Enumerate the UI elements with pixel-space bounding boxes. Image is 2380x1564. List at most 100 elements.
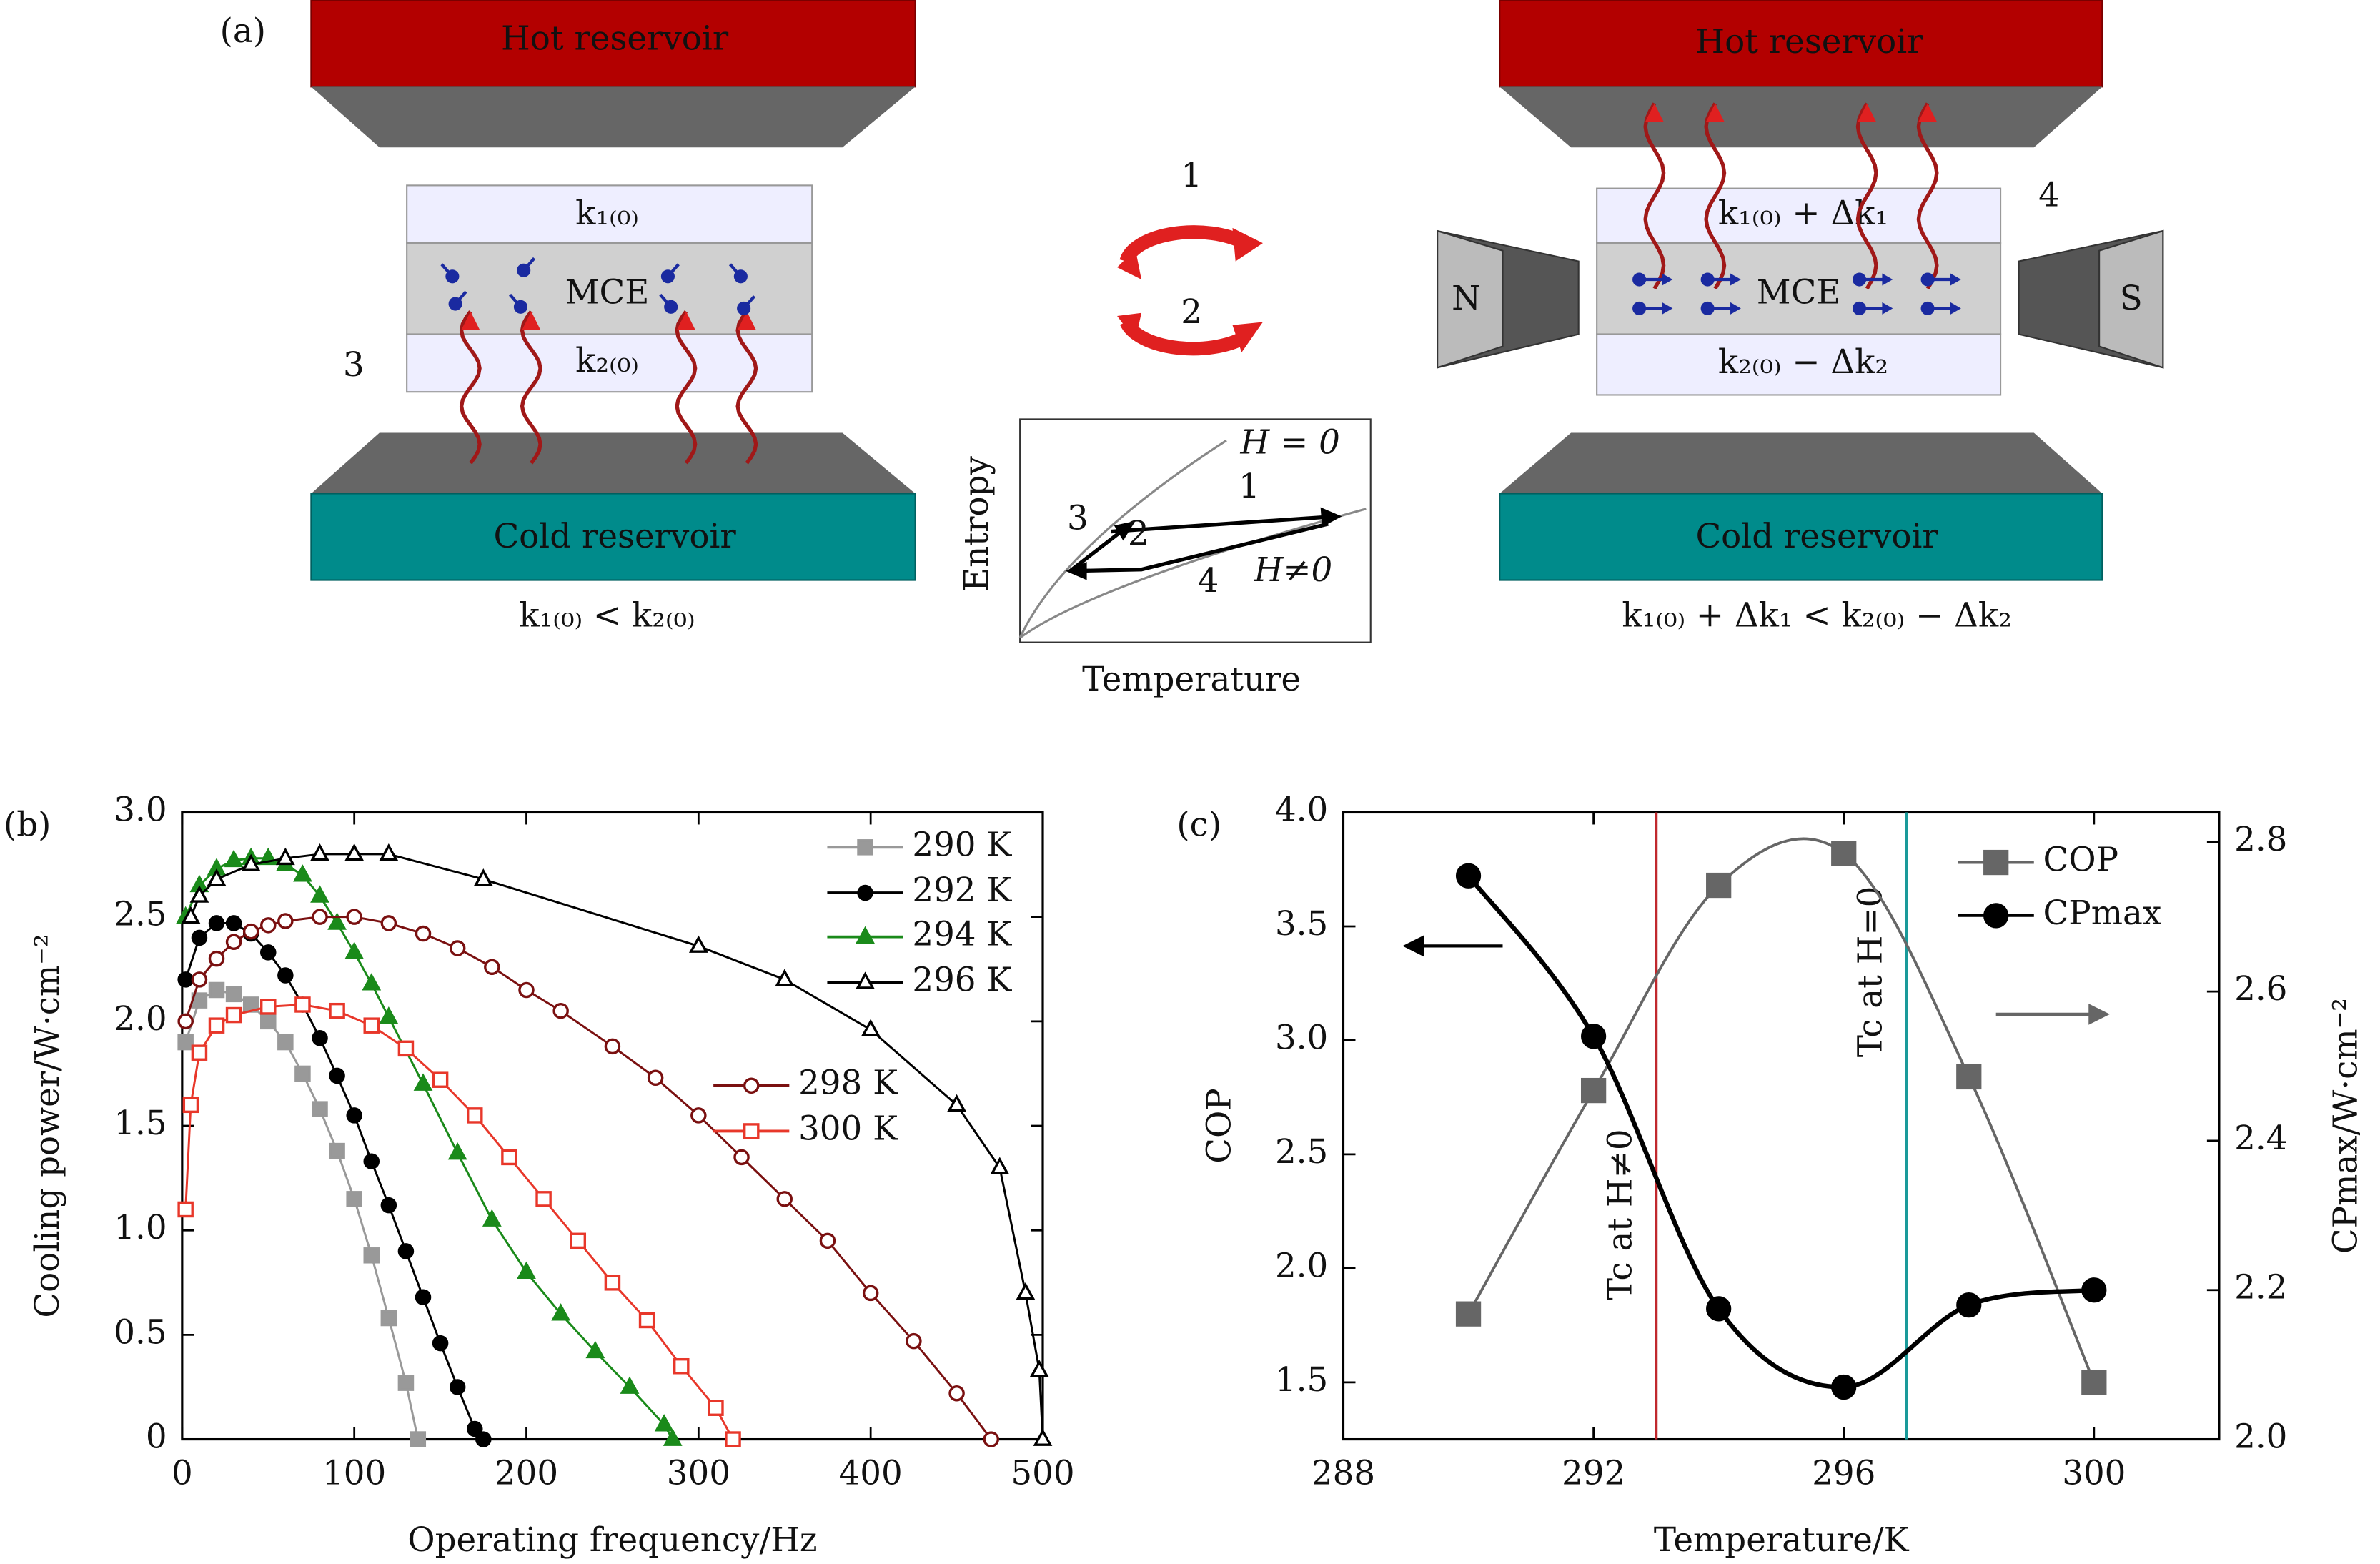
spin-arrow — [743, 295, 756, 310]
marker — [983, 1431, 1000, 1447]
x-axis-title: Operating frequency/Hz — [407, 1521, 817, 1560]
marker — [1706, 872, 1732, 899]
step-label: 4 — [2038, 176, 2060, 214]
marker — [379, 843, 399, 861]
marker — [363, 1017, 380, 1034]
marker — [344, 843, 365, 861]
marker — [310, 885, 329, 903]
caption: k₁₍₀₎ < k₂₍₀₎ — [519, 597, 695, 635]
plate — [1499, 432, 2103, 494]
y2-tick-label: 2.8 — [2234, 821, 2287, 859]
marker — [604, 1038, 621, 1055]
series-line — [1467, 837, 2096, 1383]
marker — [397, 1040, 415, 1057]
legend-label: 298 K — [798, 1064, 898, 1103]
y-tick-label: 1.5 — [1275, 1361, 1328, 1400]
marker — [518, 981, 535, 999]
layer-label: k₂₍₀₎ − Δk₂ — [1718, 343, 1888, 382]
arrow-head — [1918, 103, 1937, 122]
marker — [856, 971, 875, 989]
y-tick-label: 3.5 — [1275, 905, 1328, 944]
heat-wave — [459, 310, 482, 465]
y-tick-label: 0 — [146, 1418, 167, 1457]
marker — [654, 1414, 674, 1432]
reference-label: Tc at H≠0 — [1601, 1129, 1640, 1300]
marker — [1983, 903, 2009, 929]
marker — [819, 1232, 836, 1249]
marker — [329, 1142, 345, 1159]
marker — [857, 884, 873, 901]
marker — [861, 1019, 881, 1036]
arrow-head — [1662, 302, 1673, 315]
inset-xlabel: Temperature — [1082, 660, 1301, 699]
arrow-head — [1402, 935, 1424, 957]
series-line — [184, 989, 420, 1440]
y-tick-label: 0.5 — [114, 1313, 167, 1352]
y-tick-label: 2.5 — [114, 896, 167, 934]
marker — [638, 1312, 655, 1329]
arrow-head — [2088, 1004, 2110, 1025]
marker — [260, 1013, 277, 1030]
marker — [191, 929, 208, 946]
marker — [1831, 841, 1857, 866]
x-tick-label: 500 — [1011, 1455, 1074, 1493]
marker — [517, 1261, 536, 1280]
marker — [312, 1101, 328, 1117]
inset-ylabel: Entropy — [958, 456, 996, 592]
hot-reservoir — [1499, 0, 2103, 88]
arrow-head — [738, 311, 756, 330]
y-axis-title: Cooling power/W·cm⁻² — [29, 934, 67, 1317]
marker — [647, 1069, 664, 1087]
layer — [1596, 187, 2002, 244]
layer — [1596, 333, 2002, 396]
marker — [277, 913, 294, 929]
mce-label: MCE — [565, 273, 650, 312]
series-line — [184, 857, 674, 1440]
marker — [312, 1029, 328, 1046]
pole-label: S — [2120, 279, 2143, 318]
cold-label: Cold reservoir — [1695, 518, 1938, 556]
plate — [311, 86, 916, 148]
arrow-head — [1320, 507, 1342, 528]
arrow-head — [1706, 103, 1725, 122]
marker — [177, 1201, 194, 1218]
step-label: 4 — [1198, 562, 1219, 600]
marker — [725, 1431, 741, 1447]
marker — [329, 1067, 345, 1084]
x-tick-label: 288 — [1312, 1455, 1375, 1493]
layer — [406, 184, 813, 244]
spin-arrow — [508, 293, 522, 308]
marker — [1983, 849, 2009, 876]
panel-label: (c) — [1176, 806, 1221, 845]
spin-arrow — [666, 263, 680, 278]
marker — [294, 996, 311, 1013]
legend-label: CPmax — [2043, 894, 2162, 933]
heat-arrows — [1643, 102, 1939, 290]
y-tick-label: 1.5 — [114, 1104, 167, 1143]
arrow-head — [1117, 312, 1142, 340]
arrow-head — [1730, 273, 1741, 286]
marker — [275, 847, 295, 866]
marker — [482, 1209, 502, 1227]
marker — [415, 1289, 432, 1306]
spin — [1920, 301, 1935, 315]
marker — [191, 971, 208, 988]
marker — [688, 935, 708, 953]
caption: k₁₍₀₎ + Δk₁ < k₂₍₀₎ − Δk₂ — [1622, 597, 2012, 635]
y-tick-label: 1.0 — [114, 1209, 167, 1247]
cold-reservoir — [1499, 493, 2103, 581]
y2-tick-label: 2.4 — [2234, 1119, 2287, 1158]
marker — [225, 986, 242, 1003]
step-label: 2 — [1181, 293, 1202, 332]
marker — [948, 1385, 965, 1402]
marker — [363, 1153, 380, 1169]
legend-label: COP — [2043, 841, 2118, 880]
heat-wave — [1916, 102, 1939, 290]
hot-label: Hot reservoir — [1695, 23, 1923, 61]
marker — [690, 1107, 707, 1124]
marker — [906, 1332, 922, 1350]
y2-tick-label: 2.6 — [2234, 970, 2287, 1009]
marker — [177, 971, 194, 988]
step-label: 3 — [1067, 500, 1089, 538]
legend-label: 294 K — [912, 916, 1012, 954]
